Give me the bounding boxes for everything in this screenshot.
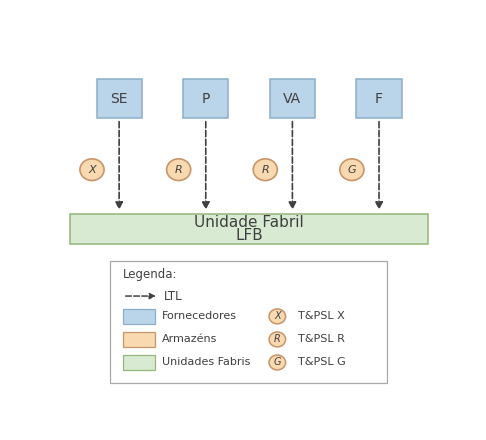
Text: Fornecedores: Fornecedores [162, 312, 237, 321]
Circle shape [80, 159, 104, 180]
Text: VA: VA [283, 92, 301, 106]
Text: X: X [274, 312, 280, 321]
Text: SE: SE [110, 92, 128, 106]
Text: F: F [375, 92, 383, 106]
FancyBboxPatch shape [183, 79, 228, 118]
Text: LFB: LFB [235, 228, 263, 243]
FancyBboxPatch shape [123, 309, 155, 323]
FancyBboxPatch shape [97, 79, 142, 118]
Circle shape [269, 309, 286, 324]
Text: R: R [274, 334, 281, 345]
Circle shape [340, 159, 364, 180]
Text: T&PSL G: T&PSL G [298, 357, 346, 367]
Text: R: R [261, 165, 269, 175]
Circle shape [269, 355, 286, 370]
FancyBboxPatch shape [356, 79, 401, 118]
Text: T&PSL R: T&PSL R [298, 334, 345, 345]
Text: Legenda:: Legenda: [123, 268, 177, 281]
Circle shape [253, 159, 278, 180]
FancyBboxPatch shape [270, 79, 315, 118]
Text: X: X [88, 165, 96, 175]
Text: R: R [175, 165, 183, 175]
Circle shape [269, 332, 286, 347]
Circle shape [167, 159, 191, 180]
Text: LTL: LTL [164, 290, 183, 303]
Text: Armazéns: Armazéns [162, 334, 217, 345]
Text: Unidade Fabril: Unidade Fabril [194, 215, 304, 230]
Text: G: G [347, 165, 356, 175]
Text: T&PSL X: T&PSL X [298, 312, 345, 321]
FancyBboxPatch shape [123, 356, 155, 370]
FancyBboxPatch shape [123, 332, 155, 347]
FancyBboxPatch shape [110, 261, 386, 383]
Text: Unidades Fabris: Unidades Fabris [162, 357, 250, 367]
FancyBboxPatch shape [70, 214, 428, 244]
Text: G: G [274, 357, 281, 367]
Text: P: P [202, 92, 210, 106]
